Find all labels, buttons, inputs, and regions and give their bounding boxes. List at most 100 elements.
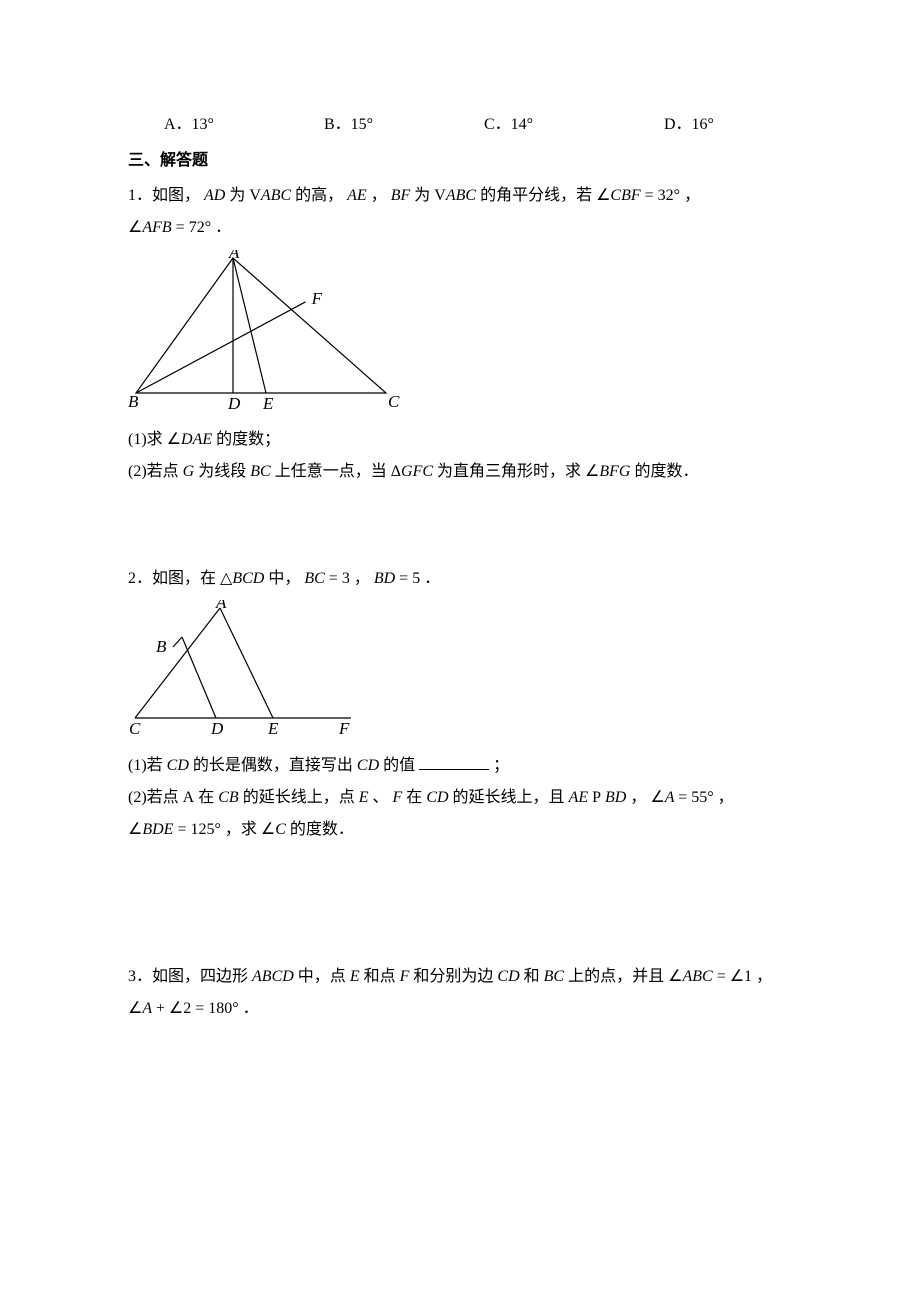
text: 的度数． [290, 821, 354, 838]
var-bf: BF [391, 187, 411, 204]
text: 的度数． [634, 463, 698, 480]
text: 和分别为边 [413, 968, 493, 985]
svg-text:B: B [156, 637, 167, 656]
svg-text:D: D [210, 719, 224, 735]
mc-opt-d: D．16° [664, 110, 824, 140]
text: (2)若点 [128, 463, 179, 480]
svg-text:B: B [128, 392, 139, 410]
problem-2: 2．如图，在 △BCD 中， BC = 3 ， BD = 5 ． ABCDEF … [128, 564, 792, 846]
var-vabc2: VABC [434, 187, 476, 204]
var-g: G [183, 463, 195, 480]
figure-1: A B C D E F [128, 250, 792, 421]
mc-opt-a: A．13° [128, 110, 324, 140]
var-ad: AD [204, 187, 225, 204]
eq-a2: ∠A + ∠2 = 180° [128, 1000, 239, 1017]
q3-stem-line1: 3．如图，四边形 ABCD 中，点 E 和点 F 和分别为边 CD 和 BC 上… [128, 962, 792, 992]
text: 为直角三角形时，求 [437, 463, 581, 480]
mc-opt-b: B．15° [324, 110, 484, 140]
eq-bd: BD = 5 [374, 570, 420, 587]
text: 和点 [364, 968, 396, 985]
svg-text:D: D [227, 394, 241, 410]
text: ， [371, 187, 387, 204]
text: (2)若点 [128, 789, 179, 806]
eq-bc: BC = 3 [304, 570, 349, 587]
text: 上任意一点，当 [275, 463, 387, 480]
text: ， [354, 570, 370, 587]
text: 上的点，并且 [568, 968, 664, 985]
q2-part1: (1)若 CD 的长是偶数，直接写出 CD 的值 ； [128, 751, 792, 781]
var-dae: ∠DAE [167, 431, 212, 448]
text: ． [243, 1000, 259, 1017]
section-3-title: 三、解答题 [128, 146, 792, 176]
text: ， [756, 968, 772, 985]
q1-part1: (1)求 ∠DAE 的度数； [128, 425, 792, 455]
text: 的角平分线，若 [480, 187, 592, 204]
text: 为 [229, 187, 245, 204]
var-e: E [350, 968, 360, 985]
text: 中， [268, 570, 300, 587]
svg-text:F: F [311, 288, 323, 307]
text: ． [215, 219, 231, 236]
eq-bde: ∠BDE = 125° [128, 821, 221, 838]
svg-text:C: C [129, 719, 141, 735]
svg-text:E: E [267, 719, 279, 735]
text: 的延长线上，点 [243, 789, 355, 806]
var-a: A [183, 789, 195, 806]
q1-part2: (2)若点 G 为线段 BC 上任意一点，当 ΔGFC 为直角三角形时，求 ∠B… [128, 457, 792, 487]
text: 和 [524, 968, 540, 985]
text: (1)求 [128, 431, 163, 448]
q2-stem: 2．如图，在 △BCD 中， BC = 3 ， BD = 5 ． [128, 564, 792, 594]
eq-a: ∠A = 55° [650, 789, 713, 806]
svg-text:A: A [228, 250, 240, 262]
var-f: F [400, 968, 410, 985]
q3-stem-line2: ∠A + ∠2 = 180° ． [128, 994, 792, 1024]
svg-text:E: E [262, 394, 274, 410]
text: 在 [198, 789, 214, 806]
var-cd2: CD [357, 757, 379, 774]
q1-stem-line1: 1．如图， AD 为 VABC 的高， AE ， BF 为 VABC 的角平分线… [128, 181, 792, 211]
text: 的度数； [216, 431, 280, 448]
text: ， [684, 187, 700, 204]
problem-3: 3．如图，四边形 ABCD 中，点 E 和点 F 和分别为边 CD 和 BC 上… [128, 962, 792, 1025]
eq-cbf: ∠CBF = 32° [596, 187, 680, 204]
svg-text:F: F [338, 719, 350, 735]
text: 2．如图，在 [128, 570, 216, 587]
var-f: F [393, 789, 403, 806]
var-cd: CD [167, 757, 189, 774]
figure-2: ABCDEF [128, 600, 792, 746]
var-c: ∠C [261, 821, 286, 838]
svg-text:C: C [388, 392, 400, 410]
var-bcd: △BCD [220, 570, 264, 587]
eq-afb: ∠AFB = 72° [128, 219, 211, 236]
var-aepbd: AE P BD [569, 789, 627, 806]
text: 的值 [383, 757, 415, 774]
var-bc: BC [250, 463, 270, 480]
text: 的长是偶数，直接写出 [193, 757, 353, 774]
text: ，求 [225, 821, 257, 838]
var-gfc: ΔGFC [391, 463, 433, 480]
text: (1)若 [128, 757, 163, 774]
text: 为线段 [198, 463, 246, 480]
var-ae: AE [347, 187, 367, 204]
var-cb: CB [218, 789, 238, 806]
mc-options-row: A．13° B．15° C．14° D．16° [128, 110, 792, 140]
var-abcd: ABCD [252, 968, 294, 985]
text: ； [493, 757, 509, 774]
text: ， [630, 789, 646, 806]
text: 在 [406, 789, 422, 806]
var-cd3: CD [426, 789, 448, 806]
mc-opt-c: C．14° [484, 110, 664, 140]
fill-blank[interactable] [419, 753, 489, 770]
q1-stem-line2: ∠AFB = 72° ． [128, 213, 792, 243]
text: 的高， [295, 187, 343, 204]
figure-2-svg: ABCDEF [128, 600, 358, 735]
text: 为 [414, 187, 430, 204]
text: 中，点 [298, 968, 346, 985]
text: 3．如图，四边形 [128, 968, 248, 985]
text: ． [424, 570, 440, 587]
var-bc: BC [544, 968, 564, 985]
text: 的延长线上，且 [453, 789, 565, 806]
var-e: E [359, 789, 369, 806]
var-cd: CD [497, 968, 519, 985]
figure-1-svg: A B C D E F [128, 250, 408, 410]
